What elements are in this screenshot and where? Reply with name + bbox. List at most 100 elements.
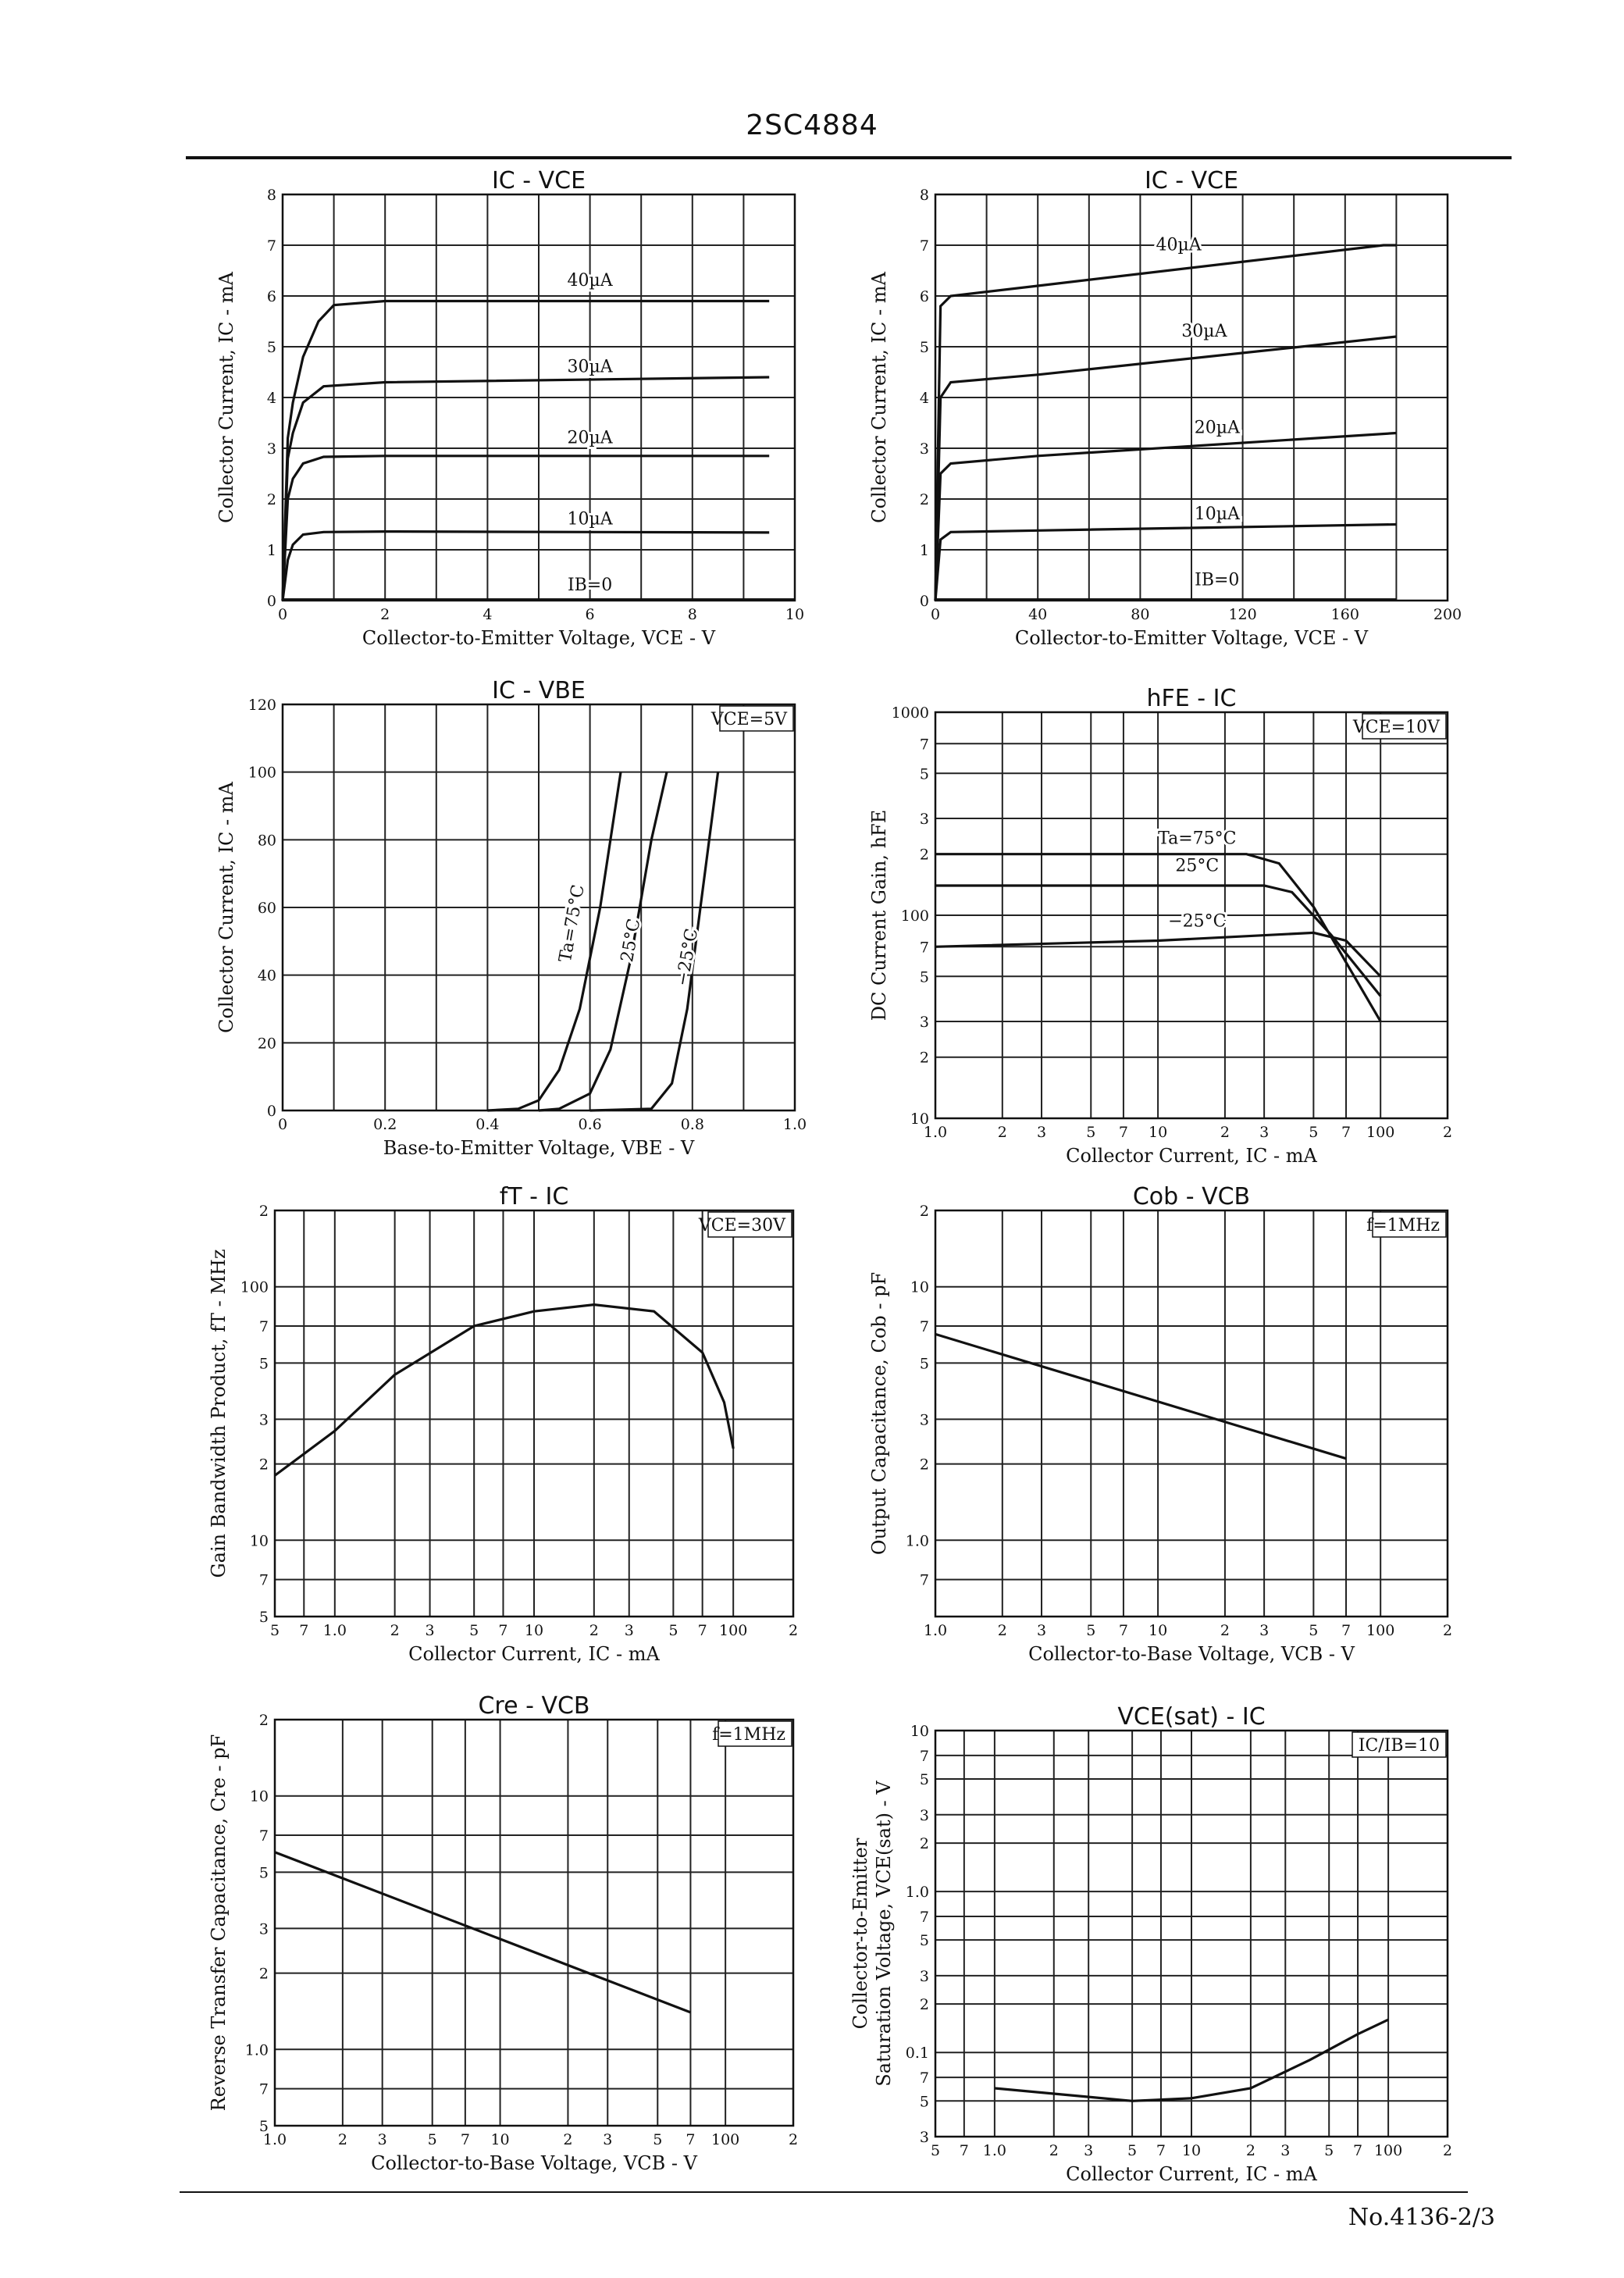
y-tick-label: 2 [920, 847, 929, 864]
y-tick-label: 100 [248, 765, 276, 782]
x-tick-label: 2 [1246, 2142, 1255, 2159]
curve-label-halo: 40µA [1156, 236, 1202, 255]
x-tick-label: 3 [1037, 1622, 1046, 1639]
series-line-cre [274, 1851, 691, 2014]
x-tick-label: 100 [1374, 2142, 1402, 2159]
x-tick-label: 6 [586, 606, 595, 623]
x-tick-label: 0.8 [681, 1116, 704, 1133]
x-axis-label: Collector-to-Base Voltage, VCB - V [1028, 1643, 1355, 1665]
curve-label: IB=0 [568, 576, 612, 595]
x-tick-label: 10 [1149, 1124, 1167, 1141]
curve-label: −25°C [1168, 911, 1226, 931]
condition-note: VCE=30V [698, 1216, 786, 1235]
y-tick-label: 3 [267, 440, 276, 458]
y-tick-label: 2 [259, 1712, 269, 1729]
x-tick-label: 2 [998, 1622, 1007, 1639]
x-tick-label: 10 [1149, 1622, 1167, 1639]
condition-note-box [1352, 1731, 1447, 1758]
series-line-20-a [281, 455, 770, 601]
y-tick-label: 3 [259, 1411, 269, 1428]
curve-label: 25°C [1175, 856, 1219, 875]
chart-8-vce-sat-ic: 5 7 1.0 2 3 5 7 10 2 3 5 7 100 23570.123571.0235710VC… [849, 1703, 1452, 2185]
y-tick-label: 7 [259, 1318, 269, 1335]
y-tick-label: 80 [258, 832, 276, 849]
y-tick-label: 20 [258, 1035, 276, 1052]
x-tick-label: 5 [1309, 1622, 1318, 1639]
x-tick-label: 7 [698, 1622, 707, 1639]
curve-label: 40µA [1156, 236, 1202, 255]
y-tick-label: 10 [250, 1788, 269, 1806]
series-line-ft [274, 1303, 735, 1477]
series-line-cob [935, 1332, 1347, 1460]
x-tick-label: 4 [483, 606, 492, 623]
y-tick-label: 3 [920, 1411, 929, 1428]
y-tick-label: 10 [250, 1532, 269, 1549]
y-tick-label: 0 [267, 593, 276, 610]
x-tick-label: 1.0 [783, 1116, 807, 1133]
y-tick-label: 5 [259, 1355, 269, 1372]
condition-note-box [1362, 713, 1447, 740]
y-tick-label: 8 [267, 187, 276, 204]
y-tick-label: 3 [259, 1920, 269, 1938]
y-tick-label: 7 [920, 1572, 929, 1589]
y-tick-label: 7 [267, 237, 276, 255]
x-axis-label: Collector-to-Emitter Voltage, VCE - V [1015, 627, 1369, 649]
x-tick-label: 0.2 [373, 1116, 397, 1133]
y-tick-label: 1 [267, 542, 276, 559]
series-line-25-c [935, 931, 1382, 978]
x-tick-label: 7 [1156, 2142, 1166, 2159]
y-tick-label: 7 [259, 2081, 269, 2098]
x-tick-label: 3 [1259, 1124, 1269, 1141]
x-axis-label: Collector-to-Emitter Voltage, VCE - V [362, 627, 716, 649]
y-tick-label: 1 [920, 542, 929, 559]
footer-rule [180, 2191, 1468, 2193]
curve-label-halo: 10µA [1195, 504, 1241, 524]
x-tick-label: 7 [461, 2131, 470, 2148]
x-tick-label: 7 [1341, 1622, 1351, 1639]
x-tick-label: 5 [931, 2142, 940, 2159]
x-tick-label: 7 [1341, 1124, 1351, 1141]
x-tick-label: 100 [711, 2131, 739, 2148]
curve-label-halo: 40µA [568, 271, 614, 291]
y-tick-label: 7 [920, 2069, 929, 2087]
chart-2-ic-vce: 0 40 80 120 160 200 0 1 2 3 4 5 6 7 8 IC - VCE Collector… [868, 167, 1462, 649]
y-tick-label: 6 [920, 288, 929, 305]
y-tick-label: 1.0 [906, 1884, 929, 1901]
y-tick-label: 8 [920, 187, 929, 204]
x-tick-label: 7 [1119, 1622, 1128, 1639]
chart-5-ft-ic: 5 7 1.0 2 3 5 7 10 2 3 5 7 100 2 5 7 10 2 3 5 7 100 2 fT - IC Co… [208, 1183, 798, 1665]
y-tick-label: 3 [920, 2129, 929, 2146]
curve-label-halo: 20µA [568, 429, 614, 448]
chart-title: fT - IC [500, 1183, 569, 1210]
x-tick-label: 0.4 [475, 1116, 499, 1133]
y-axis-label: Collector-to-Emitter [849, 1838, 871, 2029]
series-line-30-a [934, 335, 1397, 601]
y-tick-label: 5 [920, 1771, 929, 1788]
y-axis-label: Collector Current, IC - mA [215, 782, 237, 1033]
x-tick-label: 3 [1259, 1622, 1269, 1639]
chart-title: IC - VBE [492, 677, 586, 704]
x-tick-label: 5 [668, 1622, 678, 1639]
x-tick-label: 5 [1324, 2142, 1334, 2159]
x-tick-label: 3 [426, 1622, 435, 1639]
y-tick-label: 7 [259, 1827, 269, 1845]
y-tick-label: 7 [920, 736, 929, 753]
x-tick-label: 3 [603, 2131, 612, 2148]
plot-frame [934, 1209, 1449, 1618]
plot-frame [273, 1718, 795, 2127]
curve-label: IB=0 [1195, 571, 1239, 590]
y-axis-label: Collector Current, IC - mA [215, 272, 237, 523]
curve-label: 20µA [568, 429, 614, 448]
x-axis-label: Collector Current, IC - mA [408, 1643, 660, 1665]
x-tick-label: 2 [589, 1622, 599, 1639]
curve-label: 30µA [1181, 322, 1227, 341]
curve-label-halo: IB=0 [1195, 571, 1239, 590]
curve-label: 40µA [568, 271, 614, 291]
y-tick-label: 6 [267, 288, 276, 305]
x-tick-label: 10 [785, 606, 804, 623]
curve-label: 10µA [568, 510, 614, 529]
chart-1-ic-vce: 0 2 4 6 8 10 0 1 2 3 4 5 6 7 8 IC - VCE Collector-to-Emi… [215, 167, 804, 649]
series-line-30-a [281, 376, 770, 601]
chart-7-cre-vcb: 1.0 2 3 5 7 10 2 3 5 7 100 2 5 7 1.0 2 3 5 7 10 2 Cre - VCB Co… [208, 1692, 798, 2174]
